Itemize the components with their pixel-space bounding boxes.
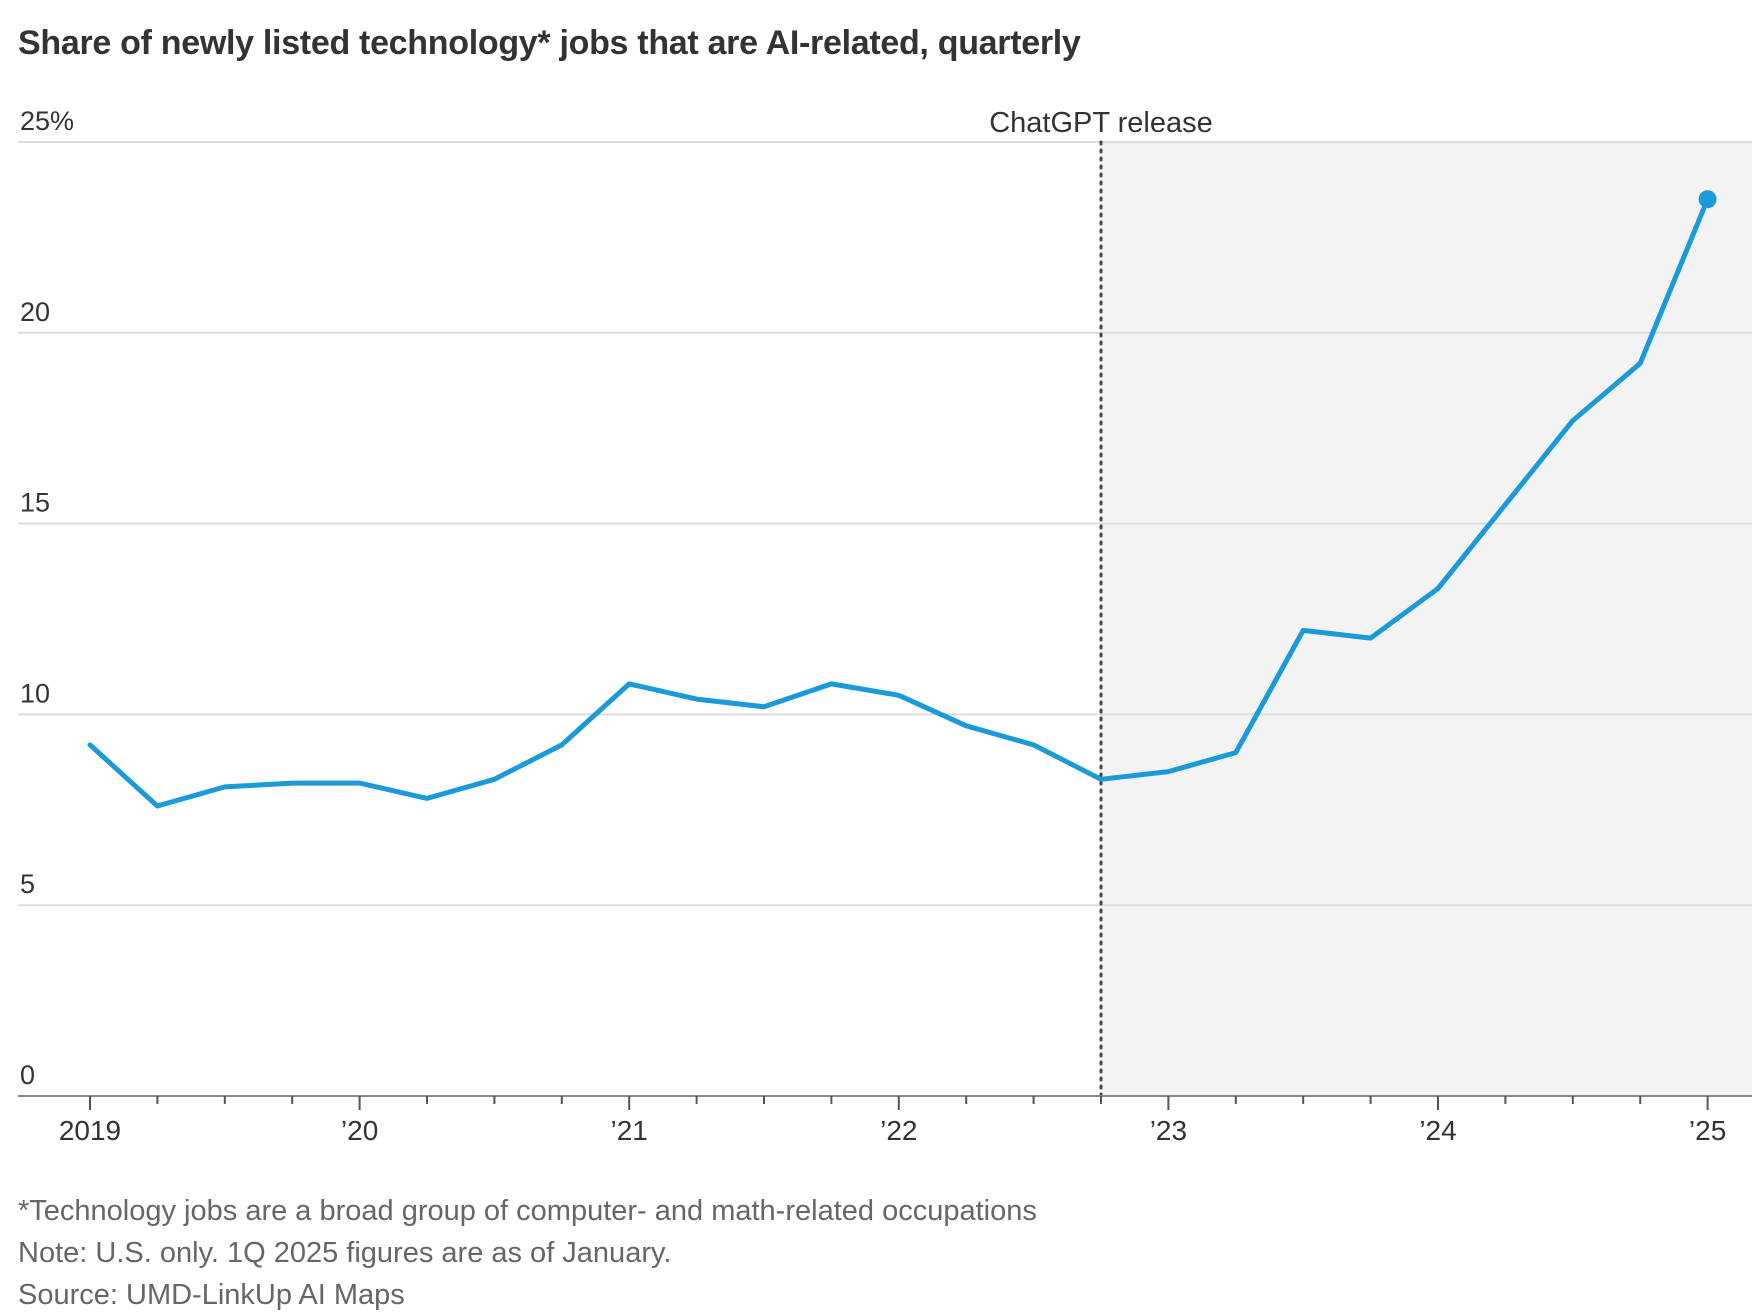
data-point	[964, 723, 969, 728]
series-line	[87, 196, 1711, 809]
data-point	[829, 681, 834, 686]
data-point	[896, 693, 901, 698]
data-point	[1503, 502, 1508, 507]
annotation-layer: ChatGPT release	[989, 107, 1213, 1098]
data-point	[1031, 742, 1036, 747]
y-tick-label: 0	[20, 1060, 35, 1090]
data-point	[559, 742, 564, 747]
x-tick-label: ’22	[880, 1115, 917, 1146]
x-tick-label: ’21	[611, 1115, 648, 1146]
data-point	[290, 781, 295, 786]
chart-title: Share of newly listed technology* jobs t…	[18, 24, 1081, 62]
data-point	[88, 742, 93, 747]
x-tick-label: 2019	[59, 1115, 121, 1146]
data-point	[1570, 418, 1575, 423]
x-tick-label: ’20	[341, 1115, 378, 1146]
data-point	[1436, 586, 1441, 591]
footnote-asterisk: *Technology jobs are a broad group of co…	[18, 1195, 1037, 1227]
data-point	[1166, 769, 1171, 774]
footnote-note: Note: U.S. only. 1Q 2025 figures are as …	[18, 1237, 672, 1269]
data-point	[627, 681, 632, 686]
footnotes: *Technology jobs are a broad group of co…	[18, 1190, 1037, 1316]
y-tick-label: 20	[20, 297, 50, 327]
x-axis-layer	[18, 1095, 1752, 1110]
series-layer	[87, 190, 1717, 809]
data-point-latest	[1698, 190, 1717, 209]
data-point	[357, 781, 362, 786]
footnote-source: Source: UMD-LinkUp AI Maps	[18, 1279, 405, 1311]
gridlines-layer	[18, 141, 1752, 907]
tick-labels-layer: 25% 20 15 10 5 0 2019 ’20 ’21 ’22 ’23 ’24 ’25	[20, 106, 1726, 1146]
y-tick-label: 15	[20, 488, 50, 518]
data-point	[425, 796, 430, 801]
data-point	[762, 704, 767, 709]
y-tick-label: 5	[20, 869, 35, 899]
data-point	[1301, 628, 1306, 633]
y-tick-label: 10	[20, 678, 50, 708]
data-point	[694, 697, 699, 702]
data-point	[222, 784, 227, 789]
shaded-region	[1101, 142, 1752, 1096]
y-tick-label: 25%	[20, 106, 74, 136]
x-tick-label: ’24	[1419, 1115, 1456, 1146]
shaded-region-layer	[1101, 142, 1752, 1096]
x-tick-label: ’23	[1150, 1115, 1187, 1146]
data-point	[1233, 750, 1238, 755]
data-point	[492, 777, 497, 782]
x-tick-label: ’25	[1689, 1115, 1726, 1146]
chatgpt-release-label: ChatGPT release	[989, 107, 1213, 139]
data-point	[1368, 636, 1373, 641]
data-point	[155, 803, 160, 808]
data-point	[1099, 777, 1104, 782]
data-point	[1638, 361, 1643, 366]
